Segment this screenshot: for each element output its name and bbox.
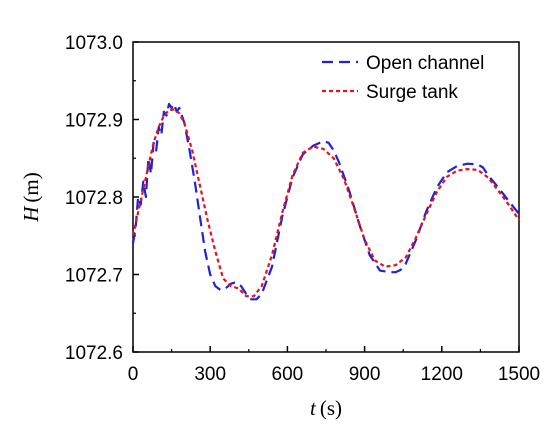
x-tick-label: 900: [349, 364, 381, 385]
x-tick-label: 300: [194, 364, 226, 385]
series-line-surge-tank: [131, 108, 520, 298]
y-tick-label: 1072.7: [65, 266, 123, 287]
x-tick-label: 1500: [498, 364, 540, 385]
y-tick-label: 1073.0: [65, 33, 123, 54]
y-tick-label: 1072.6: [65, 343, 123, 364]
x-axis-label: t (s): [310, 396, 342, 420]
y-axis-label: H(m): [19, 172, 43, 223]
series-line-open-channel: [131, 102, 520, 301]
legend-label-surge-tank: Surge tank: [366, 82, 458, 103]
x-tick-label: 600: [272, 364, 304, 385]
y-tick-label: 1072.8: [65, 188, 123, 209]
legend-label-open-channel: Open channel: [366, 53, 484, 74]
y-tick-label: 1072.9: [65, 111, 123, 132]
legend: Open channel Surge tank: [322, 53, 484, 103]
x-tick-label: 0: [128, 364, 139, 385]
x-tick-label: 1200: [421, 364, 463, 385]
plot-frame: [132, 41, 520, 353]
